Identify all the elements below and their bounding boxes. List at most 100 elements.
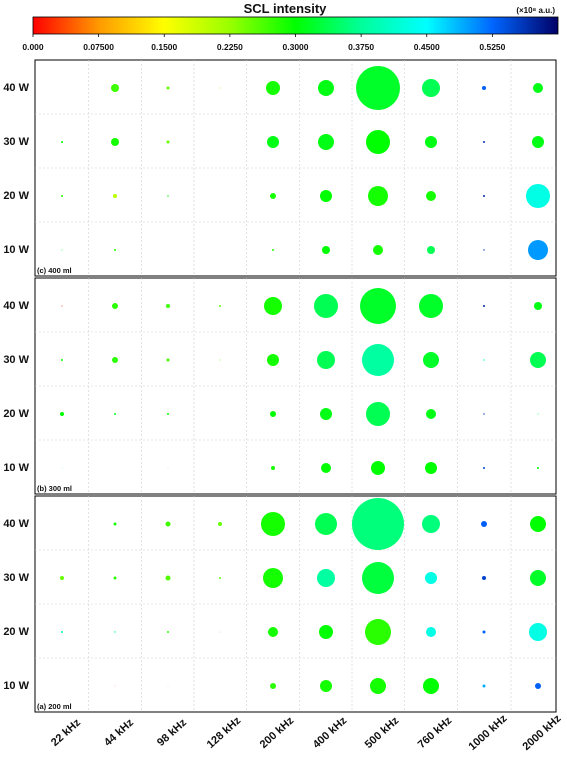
- data-bubble: [219, 577, 221, 579]
- data-bubble: [61, 195, 63, 197]
- data-bubble: [370, 678, 386, 694]
- data-bubble: [530, 570, 546, 586]
- data-bubble: [319, 625, 333, 639]
- y-tick-label: 20 W: [3, 408, 29, 420]
- data-bubble: [166, 304, 170, 308]
- colorbar-tick-label: 0.3750: [348, 42, 374, 52]
- data-bubble: [166, 140, 170, 144]
- data-bubble: [425, 572, 437, 584]
- data-bubble: [166, 86, 170, 90]
- data-bubble: [356, 66, 400, 110]
- data-bubble: [528, 240, 548, 260]
- colorbar-ticks: 0.000 0.07500 0.1500 0.2250 0.3000 0.3750 0.45…: [22, 34, 506, 52]
- colorbar-tick-label: 0.5250: [479, 42, 505, 52]
- panel: 40 W 30 W 20 W 10 W (a) 200 ml: [3, 495, 557, 713]
- data-bubble: [270, 411, 276, 417]
- data-bubble: [530, 352, 546, 368]
- data-bubble: [61, 631, 63, 633]
- data-bubble: [60, 412, 64, 416]
- x-tick-label: 44 kHz: [102, 716, 136, 749]
- data-bubble: [483, 195, 485, 197]
- data-bubble: [535, 683, 541, 689]
- data-bubble: [270, 193, 276, 199]
- y-tick-label: 10 W: [3, 680, 29, 692]
- data-bubble: [365, 619, 391, 645]
- data-bubble: [314, 294, 338, 318]
- data-bubble: [268, 627, 278, 637]
- x-tick-label: 500 kHz: [363, 714, 402, 751]
- data-bubble: [526, 184, 550, 208]
- data-bubble: [530, 516, 546, 532]
- data-bubble: [483, 413, 485, 415]
- x-tick-label: 128 kHz: [205, 714, 244, 751]
- data-bubble: [426, 191, 436, 201]
- data-bubble: [425, 136, 437, 148]
- y-tick-label: 40 W: [3, 300, 29, 312]
- data-bubble: [113, 576, 117, 580]
- data-bubble: [113, 194, 117, 198]
- colorbar-tick-label: 0.4500: [414, 42, 440, 52]
- data-bubble: [219, 87, 221, 89]
- y-tick-label: 20 W: [3, 190, 29, 202]
- panel: 40 W 30 W 20 W 10 W (b) 300 ml: [3, 277, 557, 495]
- data-bubble: [352, 498, 404, 550]
- x-tick-label: 1000 kHz: [466, 712, 509, 753]
- x-tick-label: 400 kHz: [311, 714, 350, 751]
- colorbar-tick-label: 0.1500: [151, 42, 177, 52]
- data-bubble: [322, 246, 330, 254]
- data-bubble: [482, 630, 486, 634]
- data-bubble: [482, 684, 486, 688]
- y-tick-label: 30 W: [3, 354, 29, 366]
- data-bubble: [537, 413, 539, 415]
- data-bubble: [426, 409, 436, 419]
- data-bubble: [320, 680, 332, 692]
- data-bubble: [60, 576, 64, 580]
- data-bubble: [534, 302, 542, 310]
- data-bubble: [61, 249, 63, 251]
- data-bubble: [261, 512, 285, 536]
- y-tick-label: 30 W: [3, 572, 29, 584]
- data-bubble: [317, 569, 335, 587]
- data-bubble: [422, 79, 440, 97]
- colorbar-tick-label: 0.07500: [83, 42, 114, 52]
- data-bubble: [320, 408, 332, 420]
- x-tick-label: 2000 kHz: [520, 712, 563, 753]
- data-bubble: [366, 130, 390, 154]
- data-bubble: [532, 136, 544, 148]
- data-bubble: [426, 627, 436, 637]
- data-bubble: [167, 195, 169, 197]
- data-bubble: [483, 359, 485, 361]
- x-axis-labels: 22 kHz 44 kHz 98 kHz 128 kHz 200 kHz 400 kHz 5…: [49, 712, 564, 753]
- data-bubble: [537, 467, 539, 469]
- data-bubble: [320, 190, 332, 202]
- data-bubble: [165, 575, 171, 581]
- data-bubble: [373, 245, 383, 255]
- data-bubble: [267, 354, 279, 366]
- data-bubble: [61, 467, 63, 469]
- data-bubble: [167, 467, 169, 469]
- data-bubble: [111, 84, 119, 92]
- x-tick-label: 22 kHz: [49, 716, 83, 749]
- data-bubble: [267, 136, 279, 148]
- data-bubble: [166, 358, 170, 362]
- data-bubble: [61, 141, 63, 143]
- data-bubble: [423, 352, 439, 368]
- data-bubble: [483, 141, 485, 143]
- data-bubble: [165, 521, 171, 527]
- data-bubble: [481, 521, 487, 527]
- data-bubble: [483, 467, 485, 469]
- data-bubble: [272, 249, 274, 251]
- data-bubble: [112, 357, 118, 363]
- data-bubble: [533, 83, 543, 93]
- data-bubble: [482, 86, 486, 90]
- data-bubble: [114, 685, 116, 687]
- colorbar-tick-label: 0.2250: [217, 42, 243, 52]
- data-bubble: [61, 359, 63, 361]
- panel-label: (c) 400 ml: [37, 266, 72, 275]
- panels: 40 W 30 W 20 W 10 W (c) 400 ml 40 W 30 W 20 W 10…: [3, 59, 557, 713]
- colorbar-tick-label: 0.3000: [283, 42, 309, 52]
- data-bubble: [321, 463, 331, 473]
- data-bubble: [167, 685, 169, 687]
- data-bubble: [271, 466, 275, 470]
- colorbar-tick-label: 0.000: [22, 42, 44, 52]
